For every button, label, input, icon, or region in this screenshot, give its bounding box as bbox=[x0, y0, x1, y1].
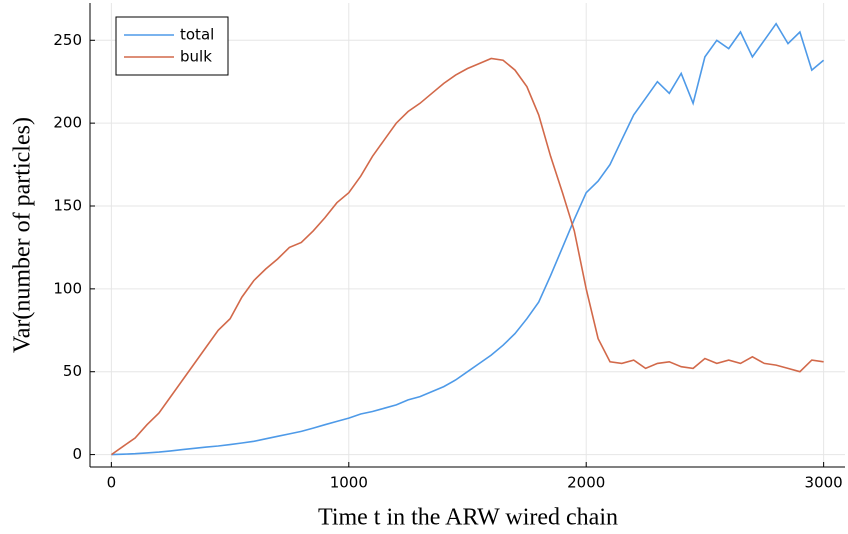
legend-label: bulk bbox=[180, 48, 212, 66]
x-tick-label: 2000 bbox=[567, 474, 605, 492]
legend-box bbox=[115, 16, 229, 76]
line bbox=[110, 57, 824, 456]
y-tick-label: 150 bbox=[53, 197, 82, 215]
line bbox=[111, 22, 825, 456]
y-axis-label: Var(number of particles) bbox=[10, 117, 36, 353]
y-tick-label: 100 bbox=[53, 279, 82, 297]
y-tick-label: 50 bbox=[63, 362, 82, 380]
legend-label: total bbox=[180, 26, 214, 44]
x-axis-label: Time t in the ARW wired chain bbox=[318, 505, 618, 531]
y-tick-label: 250 bbox=[53, 31, 82, 49]
x-tick-label: 3000 bbox=[805, 474, 843, 492]
y-tick-label: 200 bbox=[53, 114, 82, 132]
y-tick-label: 0 bbox=[72, 445, 82, 463]
x-tick-label: 1000 bbox=[330, 474, 368, 492]
x-tick-label: 0 bbox=[107, 474, 117, 492]
